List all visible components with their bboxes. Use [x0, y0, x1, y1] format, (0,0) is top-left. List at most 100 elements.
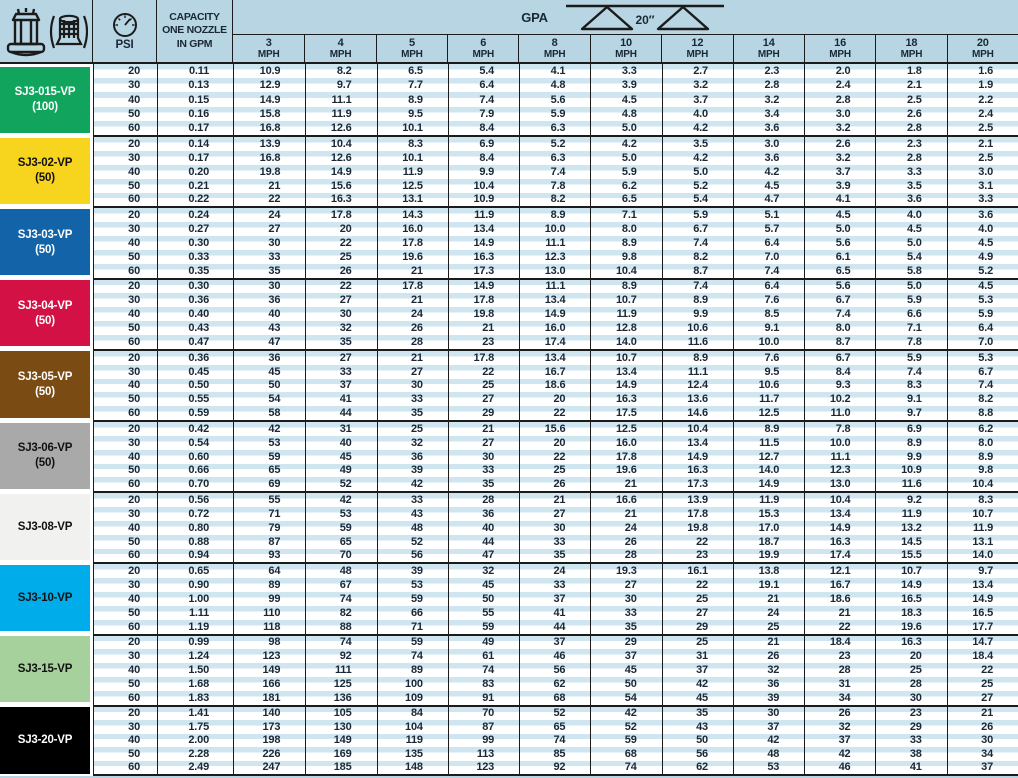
gpm-value: 0.22	[158, 192, 234, 207]
gpa-value: 15.6	[305, 178, 376, 193]
gpa-value: 7.4	[875, 364, 946, 379]
gpa-value: 28	[447, 493, 519, 508]
speed-value: 4	[337, 36, 344, 49]
table-row: 30 0.45 45 33 27 22 16.7 13.4 11.1 9.5 8.4 7.4 6.7	[94, 364, 1018, 379]
gpm-value: 0.33	[158, 249, 234, 264]
gpa-value: 42	[661, 677, 733, 691]
gpa-value: 10.4	[804, 493, 875, 508]
gpa-value: 37	[732, 720, 804, 734]
gpa-value: 4.7	[732, 192, 804, 207]
gpa-value: 9.7	[946, 564, 1018, 579]
psi-value: 20	[94, 564, 158, 579]
nozzle-group: SJ3-06-VP (50) 20 0.42 42 31 25 21 15.6 12.5 10.4 8…	[0, 420, 1018, 492]
gpa-value: 23	[447, 334, 519, 349]
psi-value: 30	[94, 507, 158, 521]
gpa-value: 30	[447, 449, 519, 464]
gpm-value: 0.36	[158, 350, 234, 365]
gpa-value: 27	[519, 507, 590, 521]
gpa-value: 48	[376, 520, 448, 535]
gpa-value: 100	[376, 677, 448, 691]
gpa-value: 14.9	[519, 307, 590, 322]
gpa-value: 68	[519, 691, 590, 705]
gpa-value: 46	[804, 760, 875, 775]
gpa-value: 21	[376, 263, 448, 278]
gpa-value: 1.6	[946, 64, 1018, 79]
gpa-value: 104	[376, 720, 448, 734]
gpa-value: 2.7	[661, 64, 733, 79]
gpa-value: 59	[590, 733, 661, 748]
gpa-value: 20	[875, 649, 946, 664]
psi-value: 50	[94, 249, 158, 264]
gpa-value: 22	[268, 193, 281, 206]
gpa-value: 74	[447, 663, 519, 678]
speed-column-header: 20 MPH	[946, 35, 1018, 62]
gpa-value: 19.8	[661, 520, 733, 535]
gpa-value: 7.4	[661, 236, 733, 250]
gpa-value: 16.5	[946, 605, 1018, 620]
gpa-value: 4.8	[519, 78, 590, 93]
gpa-value: 18.6	[804, 592, 875, 606]
gpa-value: 37	[519, 592, 590, 606]
gpa-value: 14.9	[804, 520, 875, 535]
gpa-value: 4.5	[875, 222, 946, 237]
table-row: 30 1.24 123 92 74 61 46 37 31 26 23 20 18.4	[94, 649, 1018, 664]
gpa-value: 21	[519, 493, 590, 508]
gpa-value: 9.9	[661, 307, 733, 322]
table-row: 60 0.70 69 52 42 35 26 21 17.3 14.9 13.0 11.6 10.4	[94, 477, 1018, 492]
psi-value: 30	[94, 435, 158, 450]
nozzle-label-column: SJ3-05-VP (50)	[0, 348, 93, 421]
gpa-value: 33	[519, 534, 590, 549]
gpa-value: 3.0	[732, 137, 804, 152]
gpa-value: 37	[590, 649, 661, 664]
gpa-value: 6.5	[590, 192, 661, 207]
nozzle-name: SJ3-15-VP	[17, 663, 73, 676]
gpa-value: 123	[447, 760, 519, 775]
gpa-value: 13.1	[376, 192, 448, 207]
gpa-value: 15.3	[732, 507, 804, 521]
gpa-value: 11.6	[661, 334, 733, 349]
table-row: 30 0.36 36 27 21 17.8 13.4 10.7 8.9 7.6 6.7 5.9 5.3	[94, 293, 1018, 308]
speed-value: 8	[551, 36, 558, 49]
gpa-value: 16.3	[661, 463, 733, 478]
gpa-value: 9.7	[875, 406, 946, 421]
gpa-value: 52	[519, 706, 590, 721]
psi-value: 50	[94, 605, 158, 620]
gpa-value: 14.5	[875, 534, 946, 549]
gpa-value: 23	[875, 706, 946, 721]
table-row: 40 1.50 149 111 89 74 56 45 37 32 28 25 22	[94, 663, 1018, 678]
gpa-value: 12.5	[376, 178, 448, 193]
gpa-value: 226	[262, 747, 281, 760]
nozzle-label-column: SJ3-02-VP (50)	[0, 135, 93, 207]
psi-value: 20	[94, 635, 158, 650]
gpa-value: 1.8	[875, 64, 946, 79]
psi-value: 60	[94, 691, 158, 705]
speed-column-header: 4 MPH	[304, 35, 375, 62]
psi-value: 30	[94, 151, 158, 165]
gpa-value: 37	[804, 733, 875, 748]
gpa-value: 7.8	[804, 422, 875, 436]
gpa-value: 5.3	[946, 293, 1018, 308]
gpa-value: 6.1	[804, 249, 875, 264]
gpa-value: 87	[268, 535, 281, 548]
gpa-value: 13.4	[661, 435, 733, 450]
gpa-value: 24	[376, 307, 448, 322]
gpa-value: 17.8	[661, 507, 733, 521]
gpa-value: 13.8	[732, 564, 804, 579]
gpa-value: 44	[305, 406, 376, 421]
gpa-value: 3.3	[946, 192, 1018, 207]
table-row: 60 1.83 181 136 109 91 68 54 45 39 34 30 27	[94, 691, 1018, 705]
gpa-value: 21	[946, 706, 1018, 721]
gpa-value: 22	[447, 364, 519, 379]
gpm-value: 0.45	[158, 364, 234, 379]
table-body: SJ3-015-VP (100) 20 0.11 10.9 8.2 6.5 5.4 4.1 3.3…	[0, 64, 1018, 777]
gpa-value: 10.2	[804, 392, 875, 407]
gpa-value: 46	[519, 649, 590, 664]
gpa-value: 38	[875, 747, 946, 761]
speed-column-header: 10 MPH	[589, 35, 661, 62]
gpa-value: 12.3	[804, 463, 875, 478]
gpa-value: 14.7	[946, 635, 1018, 650]
gpa-value: 21	[804, 605, 875, 620]
gpa-value: 21	[376, 350, 448, 365]
table-row: 60 0.47 47 35 28 23 17.4 14.0 11.6 10.0 8.7 7.8 7.0	[94, 334, 1018, 349]
gpa-value: 48	[732, 747, 804, 761]
